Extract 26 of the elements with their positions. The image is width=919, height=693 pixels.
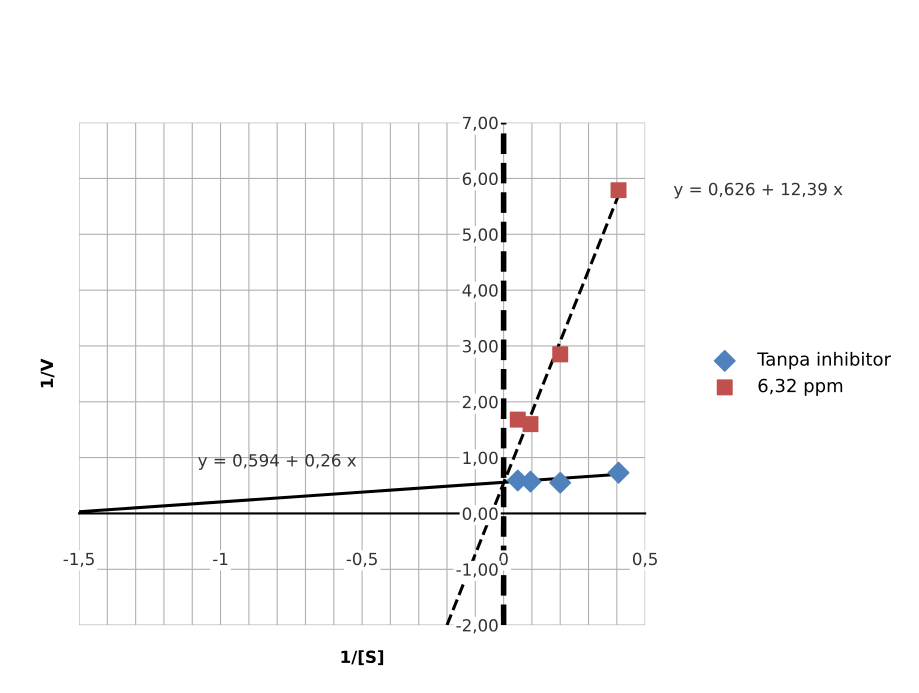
x-tick-label: -1,5 — [64, 552, 94, 567]
point — [608, 462, 630, 484]
y-axis-title: 1/V — [40, 358, 54, 388]
legend-label: 6,32 ppm — [758, 378, 842, 396]
y-tick-label: 1,00 — [463, 452, 498, 466]
y-tick-label: -2,00 — [456, 619, 498, 634]
text: y = 0,626 + 12,39 x — [674, 182, 842, 199]
y-tick-label: 7,00 — [463, 116, 498, 131]
y-tick-label: 0,00 — [462, 507, 498, 522]
point — [552, 346, 568, 362]
x-tick-label: 0,5 — [632, 552, 657, 567]
y-tick-label: 5,00 — [462, 228, 498, 243]
x-tick-label: -0,5 — [346, 552, 377, 567]
y-tick-label: 2,00 — [462, 396, 498, 410]
legend-label: Tanpa inhibitor — [757, 352, 891, 370]
x-tick-label: -1 — [213, 552, 228, 565]
y-tick-label: -1,00 — [456, 563, 498, 578]
annotation: y = 0,594 + 0,26 x — [198, 454, 356, 470]
y-tick-label: 3,00 — [462, 340, 498, 354]
point — [610, 182, 627, 198]
y-tick-label: 6,00 — [462, 172, 498, 187]
x-tick-label: 0 — [499, 552, 508, 566]
point — [522, 416, 538, 432]
y-tick-label: 4,00 — [462, 284, 498, 298]
point — [549, 472, 572, 494]
x-axis-title: 1/[S] — [342, 650, 384, 666]
